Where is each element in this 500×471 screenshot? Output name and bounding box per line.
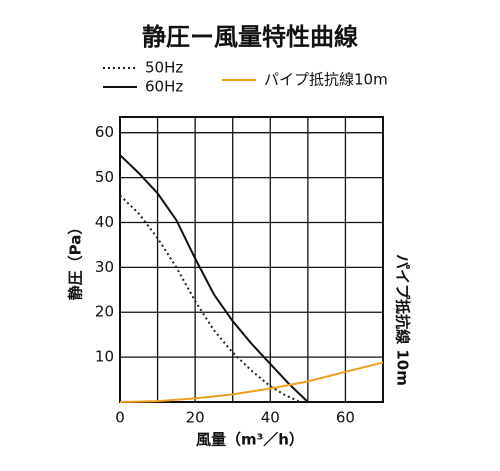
x-tick-label: 60: [336, 409, 355, 427]
x-axis-label: 風量（m³／h）: [196, 431, 304, 449]
y-axis-label: 静圧（Pa）: [67, 220, 85, 301]
y-tick-label: 10: [95, 348, 114, 366]
y-tick-label: 50: [95, 168, 114, 186]
series-line: [119, 361, 384, 403]
legend-label: パイプ抵抗線10m: [264, 71, 388, 89]
x-tick-label: 40: [261, 409, 280, 427]
x-tick-label: 0: [115, 409, 125, 427]
legend-label: 50Hz: [145, 59, 183, 77]
plot-area: [119, 116, 384, 403]
y-tick-label: 30: [95, 258, 114, 276]
y-tick-label: 40: [95, 213, 114, 231]
series-line: [119, 154, 309, 403]
y-tick-label: 60: [95, 123, 114, 141]
y2-axis-label: パイプ抵抗線 10m: [394, 254, 412, 386]
chart-title: 静圧ー風量特性曲線: [142, 23, 358, 51]
y-tick-label: 20: [95, 303, 114, 321]
legend-label: 60Hz: [145, 78, 183, 96]
series-line: [119, 194, 301, 403]
x-tick-label: 20: [186, 409, 205, 427]
